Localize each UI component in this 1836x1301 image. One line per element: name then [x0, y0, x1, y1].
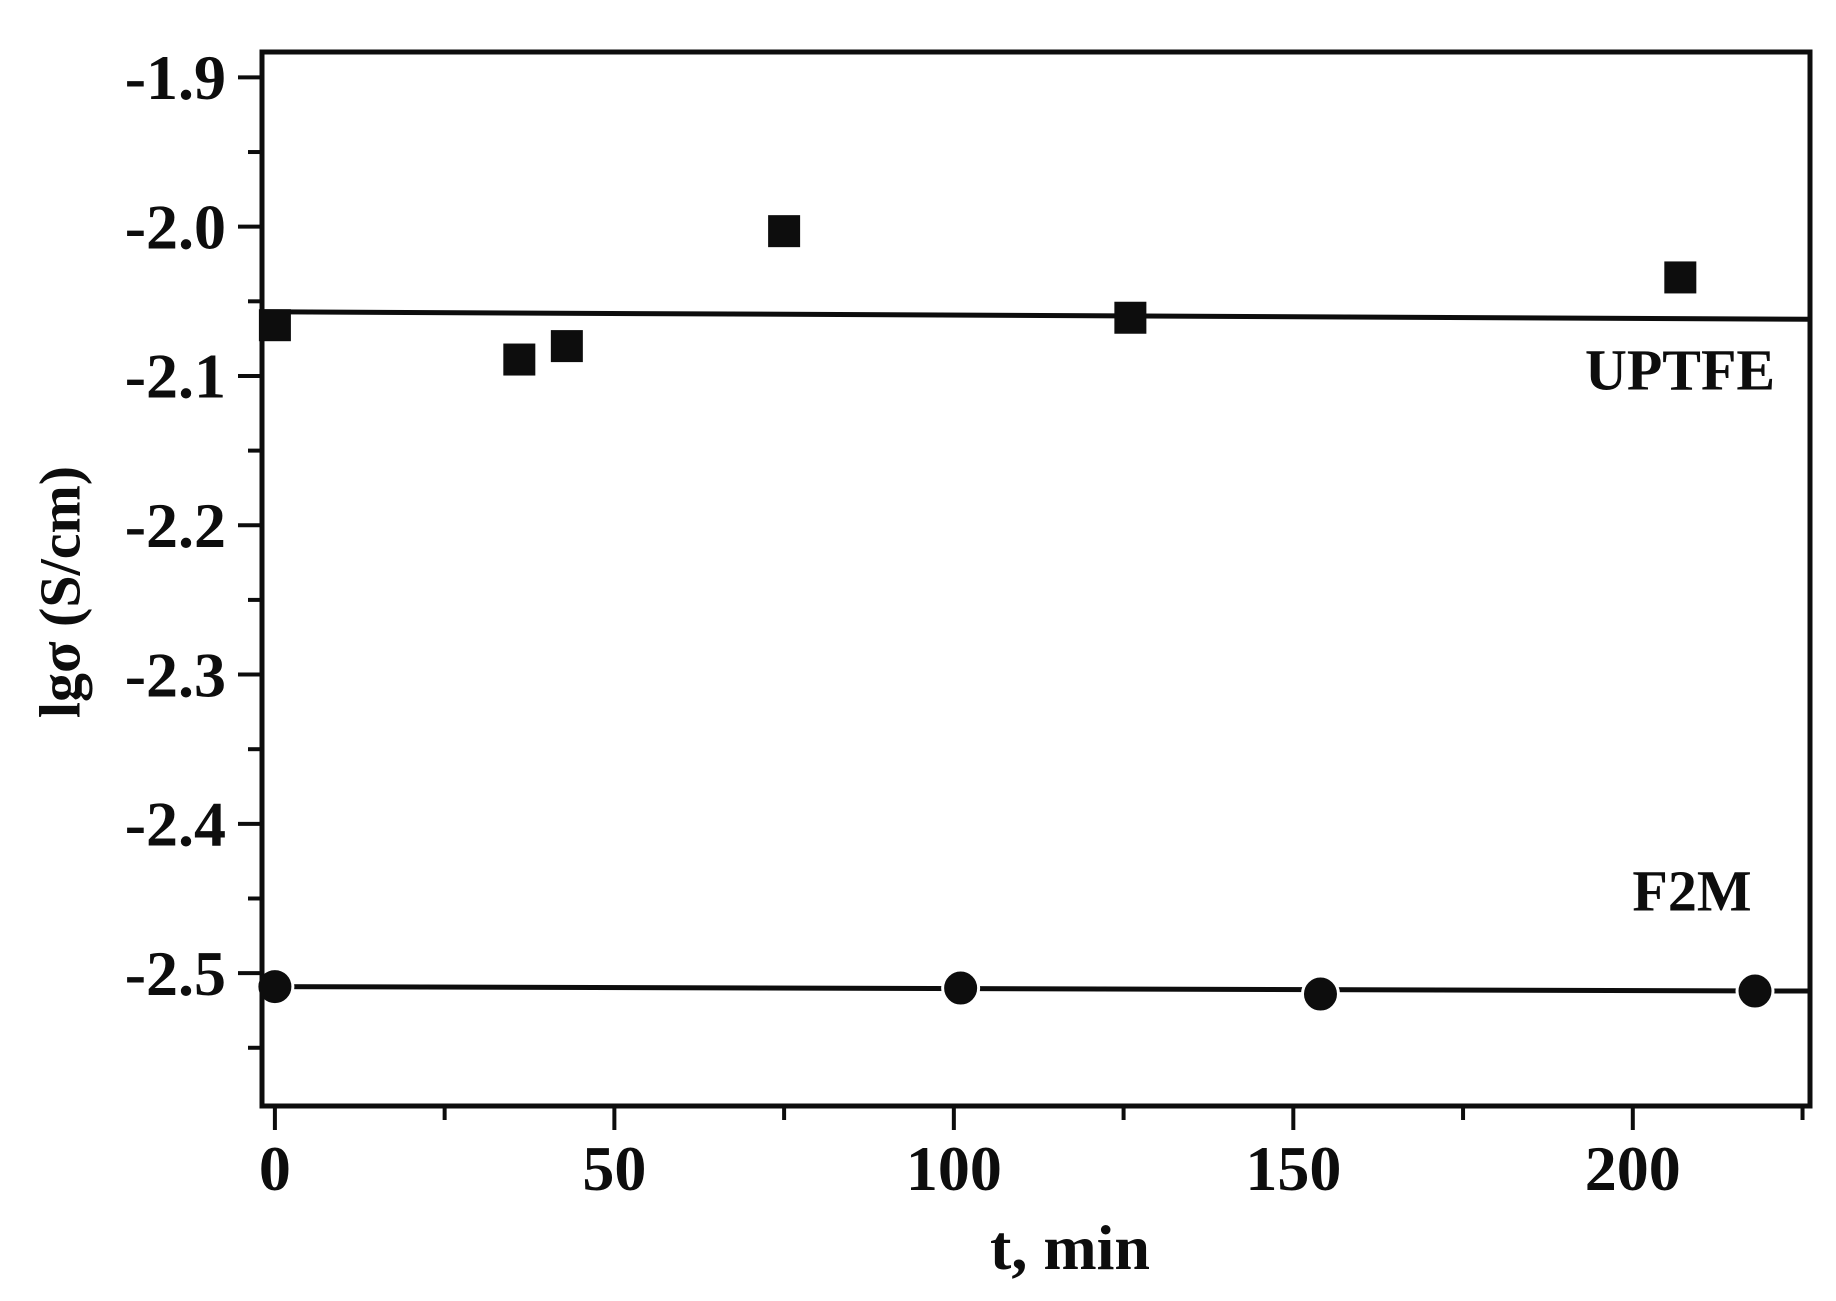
y-axis-title: lgσ (S/cm): [27, 465, 93, 719]
y-tick-label: -2.3: [125, 639, 226, 710]
marker-circle-f2m: [941, 968, 981, 1008]
plot-border: [259, 49, 1813, 1109]
x-tick-label: 200: [1585, 1133, 1681, 1204]
y-tick-label: -2.5: [125, 938, 226, 1009]
marker-square-uptfe: [550, 330, 583, 363]
x-tick-label: 50: [582, 1133, 646, 1204]
y-tick-label: -2.2: [125, 490, 226, 561]
marker-circle-f2m: [1735, 971, 1775, 1011]
marker-square-uptfe: [1114, 301, 1147, 334]
series-label-f2m: F2M: [1632, 858, 1752, 924]
y-tick-label: -2.1: [125, 341, 226, 412]
y-tick-label: -2.4: [125, 789, 226, 860]
x-tick-label: 0: [259, 1133, 291, 1204]
y-tick-label: -1.9: [125, 42, 226, 113]
x-tick-label: 150: [1245, 1133, 1341, 1204]
y-tick-label: -2.0: [125, 191, 226, 262]
x-tick-label: 100: [906, 1133, 1002, 1204]
fit-line-f2m: [261, 984, 1811, 994]
marker-circle-f2m: [255, 967, 295, 1007]
marker-square-uptfe: [768, 215, 801, 248]
x-axis-title: t, min: [990, 1212, 1150, 1283]
marker-square-uptfe: [503, 343, 536, 376]
fit-line-uptfe: [261, 309, 1811, 322]
marker-square-uptfe: [1664, 261, 1697, 294]
marker-circle-f2m: [1300, 974, 1340, 1014]
series-label-uptfe: UPTFE: [1584, 337, 1776, 403]
